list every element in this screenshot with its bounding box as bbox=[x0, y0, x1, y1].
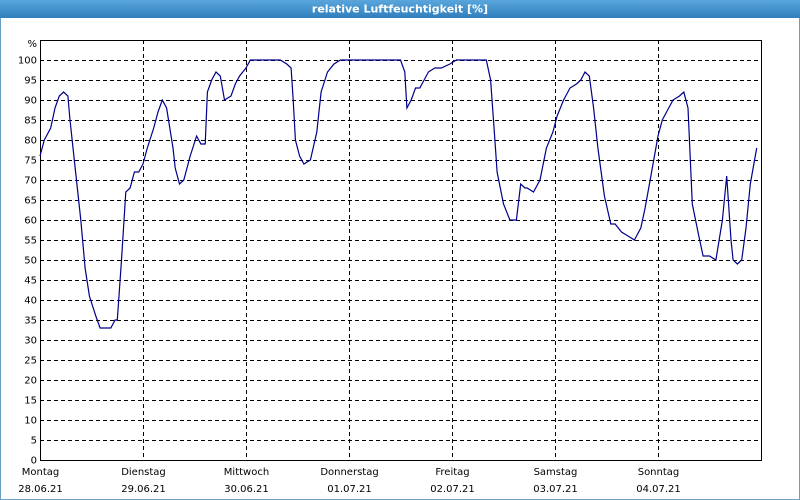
x-tick-label: Mittwoch bbox=[224, 467, 269, 478]
y-tick-label: 100 bbox=[18, 56, 37, 67]
y-tick-label: 25 bbox=[24, 356, 37, 367]
y-tick-label: 35 bbox=[24, 316, 37, 327]
y-tick-label: 45 bbox=[24, 276, 37, 287]
title-bar bbox=[0, 0, 800, 18]
x-tick-date: 02.07.21 bbox=[430, 484, 475, 495]
y-tick-label: 80 bbox=[24, 136, 37, 147]
x-tick-label: Montag bbox=[22, 467, 59, 478]
y-tick-label: 55 bbox=[24, 236, 37, 247]
y-tick-label: 0 bbox=[31, 456, 37, 467]
data-line bbox=[39, 59, 758, 329]
y-tick-label: 40 bbox=[24, 296, 37, 307]
x-tick-date: 29.06.21 bbox=[121, 484, 166, 495]
x-tick-label: Samstag bbox=[534, 467, 578, 478]
x-tick-date: 01.07.21 bbox=[327, 484, 372, 495]
y-tick-label: 85 bbox=[24, 116, 37, 127]
x-tick-label: Freitag bbox=[435, 467, 469, 478]
y-tick-label: 60 bbox=[24, 216, 37, 227]
y-tick-label: 10 bbox=[24, 416, 37, 427]
x-tick-date: 28.06.21 bbox=[18, 484, 63, 495]
x-tick-date: 04.07.21 bbox=[636, 484, 681, 495]
y-tick-label: 30 bbox=[24, 336, 37, 347]
chart-title: relative Luftfeuchtigkeit [%] bbox=[312, 3, 488, 16]
y-tick-label: 15 bbox=[24, 396, 37, 407]
y-tick-label: 50 bbox=[24, 256, 37, 267]
x-tick-date: 30.06.21 bbox=[224, 484, 269, 495]
y-tick-label: 20 bbox=[24, 376, 37, 387]
y-tick-label: 70 bbox=[24, 176, 37, 187]
y-tick-label: 65 bbox=[24, 196, 37, 207]
y-tick-label: 75 bbox=[24, 156, 37, 167]
x-tick-label: Donnerstag bbox=[320, 467, 378, 478]
x-tick-label: Sonntag bbox=[638, 467, 680, 478]
y-unit: % bbox=[27, 39, 37, 50]
y-tick-label: 90 bbox=[24, 96, 37, 107]
y-tick-label: 95 bbox=[24, 76, 37, 87]
y-tick-label: 5 bbox=[31, 436, 37, 447]
x-tick-date: 03.07.21 bbox=[533, 484, 578, 495]
plot-border bbox=[40, 40, 762, 461]
x-tick-label: Dienstag bbox=[121, 467, 166, 478]
